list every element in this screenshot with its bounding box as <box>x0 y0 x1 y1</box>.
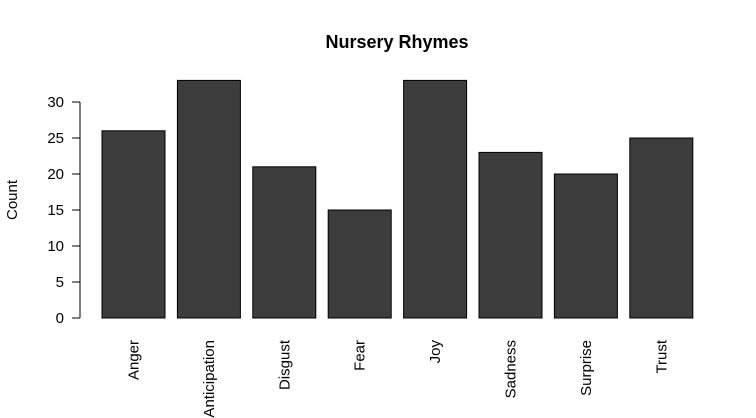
bar-fear <box>327 209 392 319</box>
bar-disgust <box>252 166 317 319</box>
x-category-label: Anger <box>126 340 143 380</box>
bar-anger <box>101 130 166 319</box>
x-category-label: Sadness <box>503 340 520 398</box>
y-axis-title: Count <box>4 179 21 220</box>
bar-trust <box>629 137 694 319</box>
y-tick-label: 10 <box>47 238 64 255</box>
x-category-label: Anticipation <box>201 340 218 418</box>
x-category-label: Disgust <box>276 339 293 390</box>
y-tick-label: 30 <box>47 94 64 111</box>
chart-title: Nursery Rhymes <box>325 32 468 52</box>
x-category-label: Trust <box>653 339 670 373</box>
x-category-label: Joy <box>427 340 444 364</box>
bar-sadness <box>478 151 543 319</box>
y-tick-label: 15 <box>47 202 64 219</box>
y-tick-label: 25 <box>47 130 64 147</box>
bar-anticipation <box>176 79 241 319</box>
y-axis: 0 5 10 15 20 25 30 <box>47 94 81 327</box>
bar-surprise <box>553 173 618 319</box>
x-category-label: Fear <box>352 340 369 371</box>
x-axis-labels: Anger Anticipation Disgust Fear Joy Sadness Su… <box>126 339 671 417</box>
y-tick-label: 5 <box>56 274 64 291</box>
bar-joy <box>403 79 468 319</box>
y-tick-label: 20 <box>47 166 64 183</box>
x-category-label: Surprise <box>578 340 595 396</box>
bars-group <box>101 79 694 319</box>
y-tick-label: 0 <box>56 310 64 327</box>
